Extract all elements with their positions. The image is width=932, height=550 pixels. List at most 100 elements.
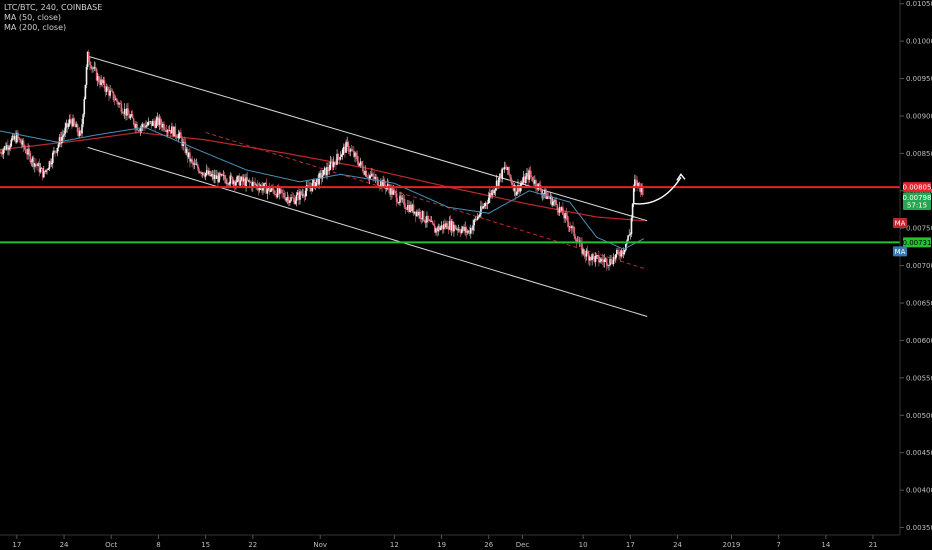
- candle-body: [544, 189, 546, 194]
- candle-body: [76, 124, 79, 133]
- candle-body: [314, 182, 317, 189]
- candle-body: [634, 179, 636, 187]
- candle-body: [171, 126, 173, 134]
- candle-body: [187, 152, 190, 158]
- candle-body: [165, 130, 168, 133]
- candle-body: [407, 205, 409, 210]
- candle-body: [354, 152, 356, 157]
- candle-body: [58, 137, 61, 145]
- candle-body: [180, 132, 182, 138]
- candle-body: [65, 123, 68, 128]
- candle-body: [269, 190, 272, 192]
- candle-body: [210, 175, 213, 177]
- candle-body: [562, 207, 564, 216]
- candle-body: [414, 211, 417, 217]
- candle-body: [189, 152, 191, 162]
- candle-body: [443, 224, 445, 230]
- candle-body: [509, 174, 511, 178]
- candle-body: [639, 186, 642, 193]
- candle-body: [514, 185, 517, 196]
- candle-body: [404, 207, 407, 209]
- ma200-line: [0, 131, 644, 222]
- candle-body: [399, 195, 401, 203]
- candle-body: [532, 181, 535, 184]
- symbol-label[interactable]: LTC/BTC, 240, COINBASE: [4, 3, 103, 12]
- candle-body: [19, 138, 22, 143]
- candle-body: [408, 205, 410, 212]
- candle-body: [373, 176, 375, 179]
- candle-body: [599, 261, 601, 263]
- candle-body: [148, 121, 151, 123]
- price-tag: [903, 182, 931, 193]
- candle-body: [118, 103, 120, 105]
- candle-body: [319, 173, 322, 174]
- candle-body: [630, 218, 633, 235]
- candle-body: [174, 126, 177, 136]
- candle-body: [94, 67, 97, 69]
- candle-body: [353, 150, 355, 157]
- candle-body: [13, 136, 16, 140]
- candle-body: [480, 206, 482, 215]
- candle-body: [449, 221, 452, 231]
- candle-body: [339, 156, 342, 160]
- channel-upper-line: [87, 55, 648, 222]
- candle-body: [494, 187, 497, 191]
- candle-body: [343, 146, 345, 150]
- candle-body: [581, 242, 583, 254]
- candle-body: [367, 177, 370, 179]
- candle-body: [350, 149, 353, 151]
- candle-body: [437, 226, 440, 232]
- candle-body: [235, 181, 237, 186]
- candle-body: [594, 255, 597, 262]
- candle-body: [292, 197, 295, 199]
- candle-body: [607, 265, 609, 267]
- ma50-label[interactable]: MA (50, close): [4, 13, 62, 22]
- candle-body: [338, 157, 341, 160]
- candle-body: [629, 234, 632, 235]
- candle-body: [29, 152, 32, 163]
- ma50-line: [0, 126, 645, 250]
- candle-body: [222, 175, 225, 176]
- candle-body: [303, 196, 306, 197]
- candle-body: [546, 195, 548, 199]
- candle-body: [447, 228, 450, 230]
- candle-body: [128, 114, 131, 119]
- candle-body: [527, 173, 529, 180]
- candle-body: [520, 183, 523, 186]
- candle-body: [287, 197, 290, 203]
- candle-body: [192, 162, 195, 165]
- candle-body: [559, 207, 562, 211]
- candle-body: [125, 108, 127, 116]
- candle-body: [16, 132, 18, 143]
- candle-body: [132, 118, 135, 125]
- candle-body: [78, 130, 81, 136]
- candle-body: [476, 216, 479, 220]
- ma200-label[interactable]: MA (200, close): [4, 23, 67, 32]
- x-tick-label: 24: [60, 541, 69, 549]
- candle-body: [425, 222, 427, 223]
- candle-body: [428, 220, 431, 221]
- candle-body: [105, 86, 108, 92]
- candle-body: [486, 203, 489, 204]
- candle-body: [359, 161, 362, 164]
- candle-body: [482, 206, 484, 209]
- candle-body: [372, 173, 374, 177]
- candle-body: [282, 192, 284, 194]
- candle-body: [302, 193, 305, 197]
- candle-body: [266, 189, 269, 194]
- price-tag-label: 57:15: [907, 202, 927, 210]
- candle-body: [11, 135, 14, 141]
- candle-body: [531, 177, 534, 182]
- candle-body: [184, 142, 187, 154]
- candle-body: [381, 181, 383, 188]
- candle-body: [540, 190, 543, 195]
- candle-body: [7, 145, 9, 150]
- candle-body: [475, 219, 478, 220]
- candle-body: [411, 204, 414, 211]
- candle-body: [396, 202, 399, 204]
- candle-body: [641, 186, 644, 195]
- candle-body: [218, 173, 220, 183]
